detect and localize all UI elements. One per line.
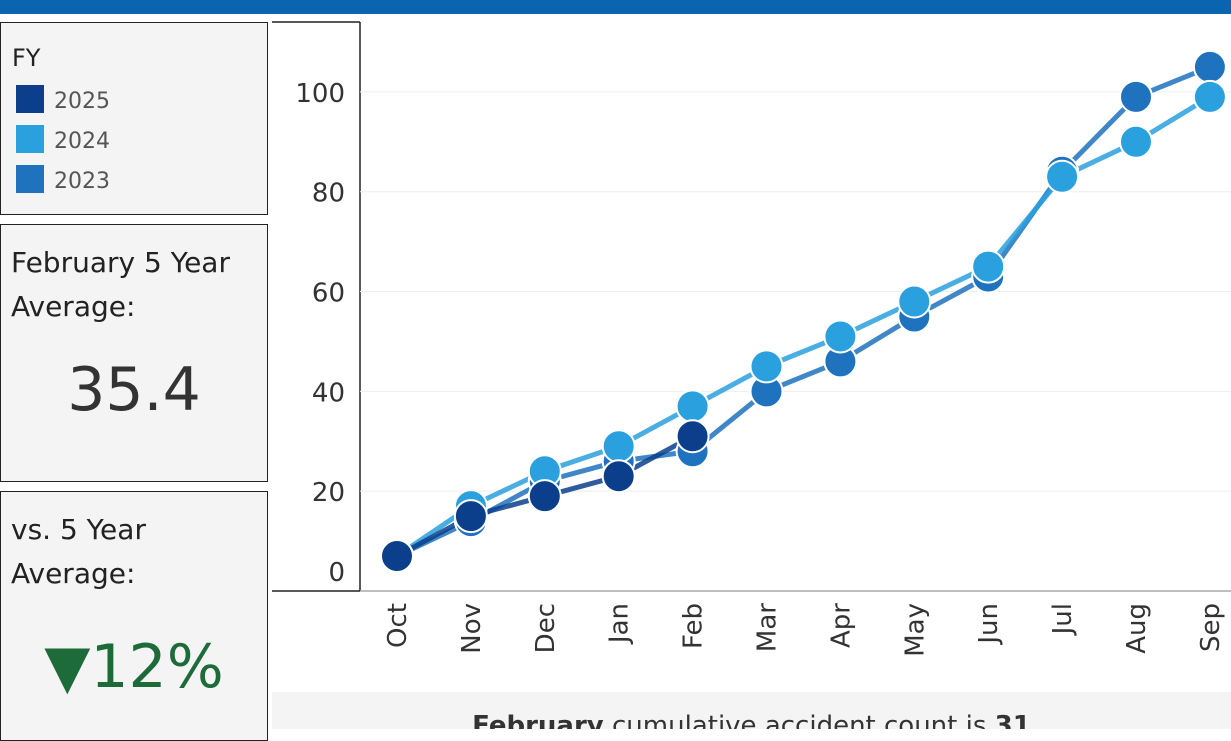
y-tick-label: 20 [312,478,345,508]
data-point [675,389,710,424]
legend-label: 2023 [54,169,110,194]
legend-label: 2025 [54,89,110,114]
legend-swatch [16,125,44,153]
data-point [380,539,414,574]
data-point [1192,79,1227,114]
panel-title: February 5 Year Average: [11,246,230,323]
y-tick-label: 60 [312,279,345,309]
x-tick-label: Jan [605,603,635,645]
data-point [453,499,488,534]
x-tick-label: Apr [826,603,856,648]
x-tick-label: Dec [531,603,561,653]
data-point [675,419,710,454]
data-point [527,479,562,514]
x-tick-label: Jun [974,603,1004,646]
x-tick-label: Mar [753,603,783,652]
x-tick-label: May [900,603,930,657]
data-point [601,459,636,494]
series-line [395,94,1212,559]
legend-swatch [16,165,44,193]
header-bar [0,0,1231,14]
y-tick-label: 100 [295,79,345,109]
panel-value: 35.4 [67,355,201,425]
versus-panel: vs. 5 Year Average: ▼12% [0,491,268,741]
caption: February cumulative accident count is 31 [272,692,1231,729]
x-tick-label: Feb [679,603,709,649]
legend-label: 2024 [54,129,110,154]
data-point [1119,79,1153,114]
data-point [749,349,784,384]
x-tick-label: Nov [457,603,487,654]
data-point [823,319,858,354]
x-tick-label: Jul [1048,603,1078,636]
data-point [1192,49,1227,84]
x-tick-label: Oct [383,603,413,648]
x-tick-label: Aug [1122,603,1152,654]
data-point [601,429,636,464]
caption-month: February [472,711,604,729]
data-point [1119,124,1153,159]
caption-text: cumulative accident count is [612,711,987,729]
y-tick-label: 0 [328,558,345,588]
legend-title: FY [12,44,41,72]
legend-panel [0,22,268,215]
data-point [1045,159,1080,194]
y-tick-label: 40 [312,378,345,408]
legend-swatch [16,85,44,113]
caption-count: 31 [994,711,1031,729]
x-tick-label: Sep [1196,603,1226,652]
panel-title: vs. 5 Year Average: [11,513,146,590]
panel-value: ▼12% [44,632,224,702]
data-point [897,284,932,319]
y-tick-label: 80 [312,179,345,209]
data-point [971,249,1006,284]
average-panel: February 5 Year Average: 35.4 [0,224,268,482]
